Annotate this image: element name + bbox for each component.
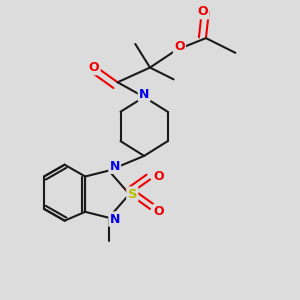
Text: O: O	[154, 205, 164, 218]
Text: O: O	[174, 40, 185, 53]
Text: N: N	[139, 88, 149, 100]
Text: N: N	[110, 160, 120, 173]
Text: O: O	[154, 170, 164, 183]
Text: O: O	[198, 5, 208, 18]
Text: O: O	[89, 61, 99, 74]
Text: N: N	[110, 213, 120, 226]
Text: S: S	[128, 188, 137, 201]
